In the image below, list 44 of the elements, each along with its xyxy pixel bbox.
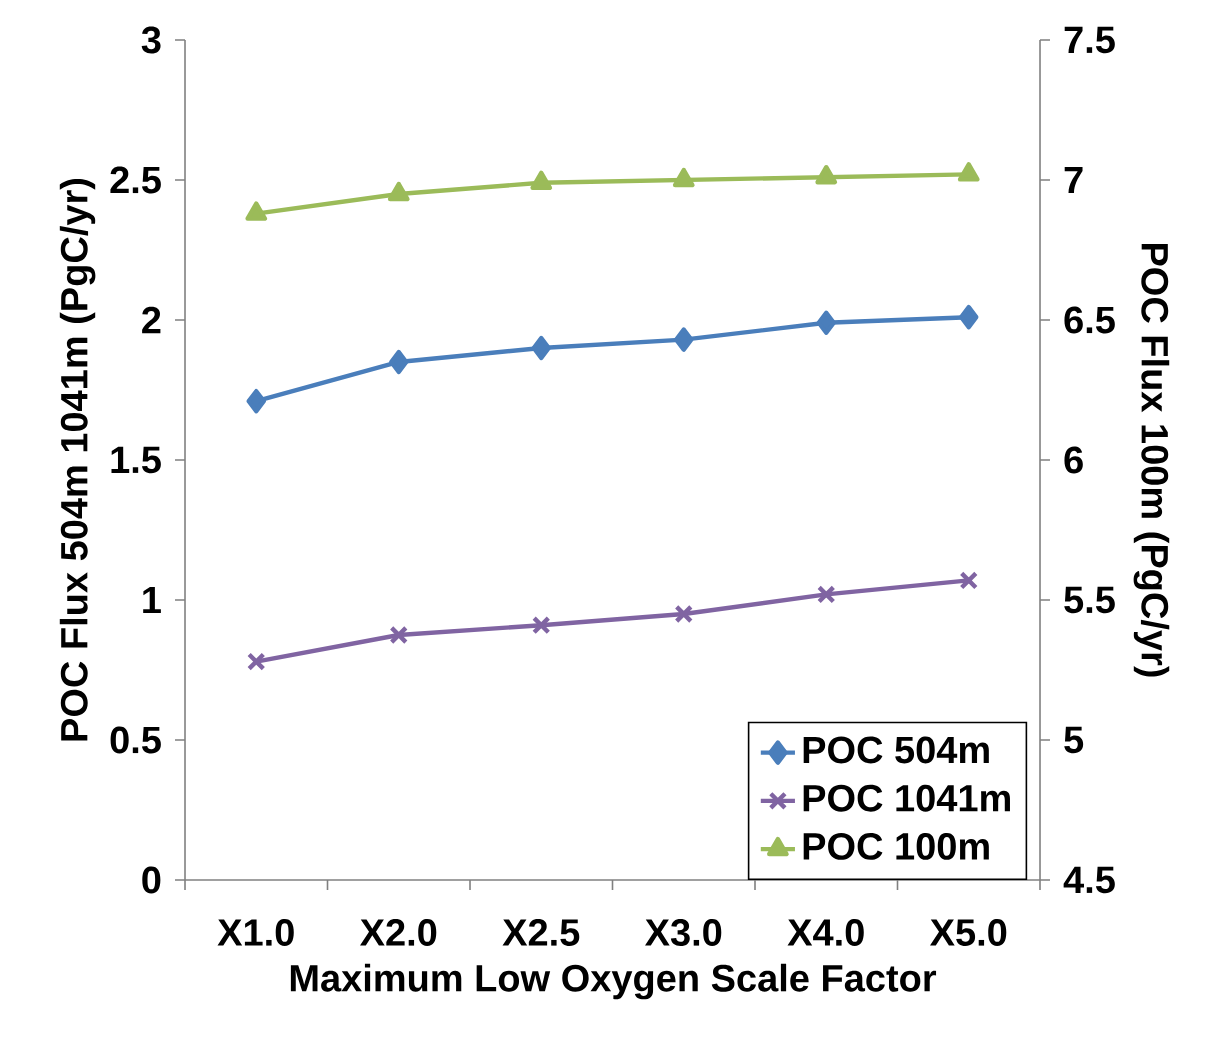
point — [531, 615, 551, 635]
point — [672, 167, 695, 188]
y-tick-label: 0.5 — [110, 726, 161, 754]
y2-axis-title: POC Flux 100m (PgC/yr) — [1133, 243, 1170, 677]
y2-tick-label: 6.5 — [1064, 306, 1115, 334]
point — [816, 310, 836, 335]
point — [959, 571, 979, 590]
point — [530, 170, 553, 190]
x-tick-label: X2.5 — [502, 919, 580, 946]
y-tick-label: 1.5 — [111, 446, 161, 474]
y-tick-label: 0 — [142, 866, 161, 894]
x-tick-label: X2.0 — [360, 919, 437, 946]
y2-tick-label: 6 — [1064, 446, 1083, 474]
y-tick-label: 3 — [141, 26, 161, 54]
point — [531, 335, 551, 361]
point — [815, 164, 838, 185]
point — [246, 652, 266, 671]
legend-label: POC 100m — [803, 832, 989, 860]
y-tick-label: 1 — [143, 586, 161, 614]
point — [389, 349, 409, 375]
x-axis-title: Maximum Low Oxygen Scale Factor — [290, 963, 937, 1000]
y2-tick-label: 7 — [1064, 166, 1083, 194]
y2-tick-label: 5 — [1064, 726, 1084, 754]
legend-label: POC 1041m — [803, 784, 1010, 812]
y2-tick-label: 7.5 — [1064, 26, 1115, 54]
x-tick-label: X1.0 — [217, 919, 294, 946]
y-tick-label: 2.5 — [110, 166, 161, 194]
point — [246, 389, 266, 414]
point — [674, 327, 694, 352]
point — [957, 162, 980, 182]
point — [245, 201, 268, 221]
point — [816, 585, 836, 604]
y-tick-label: 2 — [142, 306, 161, 334]
point — [387, 181, 410, 202]
x-tick-label: X5.0 — [930, 919, 1007, 946]
point — [674, 604, 694, 624]
x-tick-label: X4.0 — [787, 919, 864, 946]
y2-tick-label: 5.5 — [1064, 586, 1115, 614]
point — [389, 625, 409, 645]
point — [959, 304, 979, 330]
y-axis-title: POC Flux 504m 1041m (PgC/yr) — [59, 178, 96, 741]
x-tick-label: X3.0 — [645, 919, 722, 947]
y2-tick-label: 4.5 — [1063, 866, 1115, 894]
legend-label: POC 504m — [803, 736, 989, 764]
